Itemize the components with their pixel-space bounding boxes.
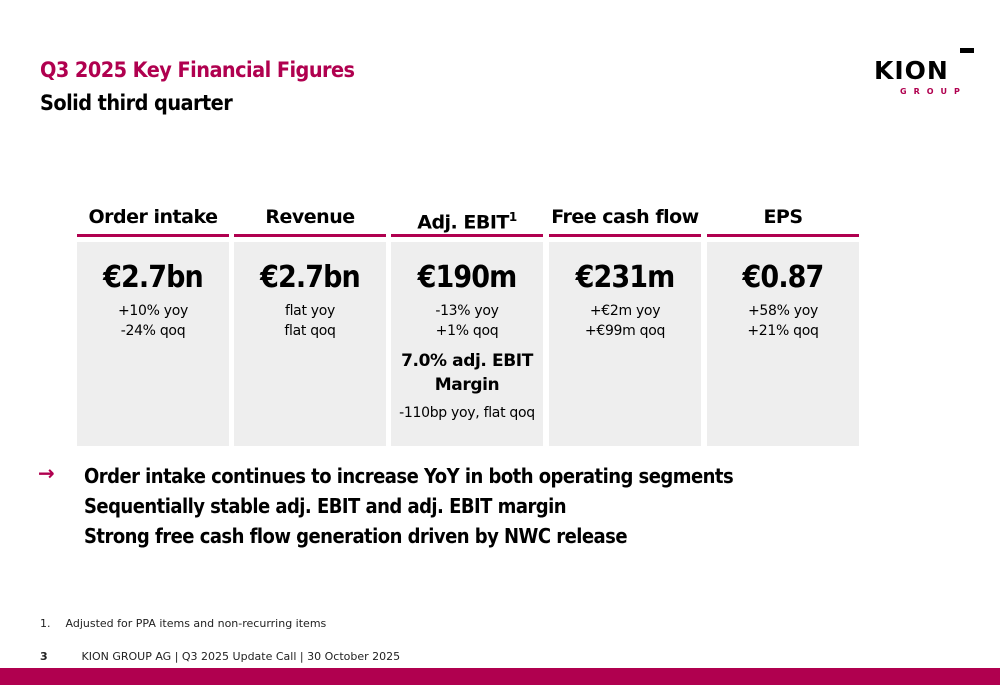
metric-qoq: flat qoq: [284, 323, 336, 339]
metric-qoq: +1% qoq: [435, 323, 499, 339]
metric-revenue: Revenue €2.7bn flat yoy flat qoq: [234, 200, 386, 446]
page-title: Q3 2025 Key Financial Figures: [40, 58, 355, 82]
metric-card: €190m -13% yoy +1% qoq 7.0% adj. EBIT Ma…: [391, 242, 543, 446]
metric-adj-ebit: Adj. EBIT1 €190m -13% yoy +1% qoq 7.0% a…: [391, 200, 543, 446]
metric-qoq: +€99m qoq: [584, 323, 666, 339]
metric-yoy: +€2m yoy: [589, 303, 661, 319]
metric-yoy: -13% yoy: [435, 303, 499, 319]
metric-value: €231m: [575, 260, 676, 295]
arrow-right-icon: →: [38, 461, 55, 485]
metric-label: Free cash flow: [551, 206, 699, 228]
margin-title-line1: 7.0% adj. EBIT: [401, 351, 533, 371]
metric-yoy: +10% yoy: [117, 303, 189, 319]
metric-value: €2.7bn: [260, 260, 361, 295]
metric-card: €231m +€2m yoy +€99m qoq: [549, 242, 701, 446]
logo-dash-icon: [960, 48, 974, 53]
metric-label: Revenue: [265, 206, 355, 228]
metric-underline: [391, 234, 543, 237]
page-subtitle: Solid third quarter: [40, 91, 233, 115]
takeaway-line: Strong free cash flow generation driven …: [84, 524, 628, 548]
page-number: 3: [40, 650, 48, 663]
metric-card: €2.7bn +10% yoy -24% qoq: [77, 242, 229, 446]
metric-underline: [707, 234, 859, 237]
logo-group-text: GROUP: [900, 87, 967, 96]
takeaway-line: Order intake continues to increase YoY i…: [84, 464, 734, 488]
metric-eps: EPS €0.87 +58% yoy +21% qoq: [707, 200, 859, 446]
footnote-ref: 1: [508, 210, 517, 224]
metric-qoq: +21% qoq: [747, 323, 819, 339]
bottom-accent-bar: [0, 668, 1000, 685]
logo-wordmark: KION: [874, 56, 949, 85]
footer-text: KION GROUP AG | Q3 2025 Update Call | 30…: [81, 650, 401, 663]
metric-label: Adj. EBIT1: [391, 200, 543, 234]
metric-free-cash-flow: Free cash flow €231m +€2m yoy +€99m qoq: [549, 200, 701, 446]
margin-change: -110bp yoy, flat qoq: [399, 405, 535, 421]
footnote: 1. Adjusted for PPA items and non-recurr…: [40, 617, 326, 630]
takeaway-line: Sequentially stable adj. EBIT and adj. E…: [84, 494, 567, 518]
metric-underline: [234, 234, 386, 237]
metric-card: €2.7bn flat yoy flat qoq: [234, 242, 386, 446]
metric-underline: [77, 234, 229, 237]
metric-label-text: Adj. EBIT: [417, 211, 509, 234]
metric-value: €0.87: [742, 260, 825, 295]
metric-order-intake: Order intake €2.7bn +10% yoy -24% qoq: [77, 200, 229, 446]
metric-value: €2.7bn: [103, 260, 204, 295]
metric-label: Order intake: [88, 206, 218, 228]
metric-yoy: +58% yoy: [747, 303, 819, 319]
metric-value: €190m: [417, 260, 518, 295]
metric-yoy: flat yoy: [284, 303, 336, 319]
kion-group-logo: KION GROUP: [872, 46, 974, 98]
metric-card: €0.87 +58% yoy +21% qoq: [707, 242, 859, 446]
metric-underline: [549, 234, 701, 237]
footer: 3 KION GROUP AG | Q3 2025 Update Call | …: [40, 650, 400, 663]
metric-qoq: -24% qoq: [120, 323, 186, 339]
footnote-text: Adjusted for PPA items and non-recurring…: [65, 617, 327, 630]
footnote-number: 1.: [40, 617, 51, 630]
metric-label: EPS: [763, 206, 803, 228]
margin-title-line2: Margin: [434, 375, 500, 395]
